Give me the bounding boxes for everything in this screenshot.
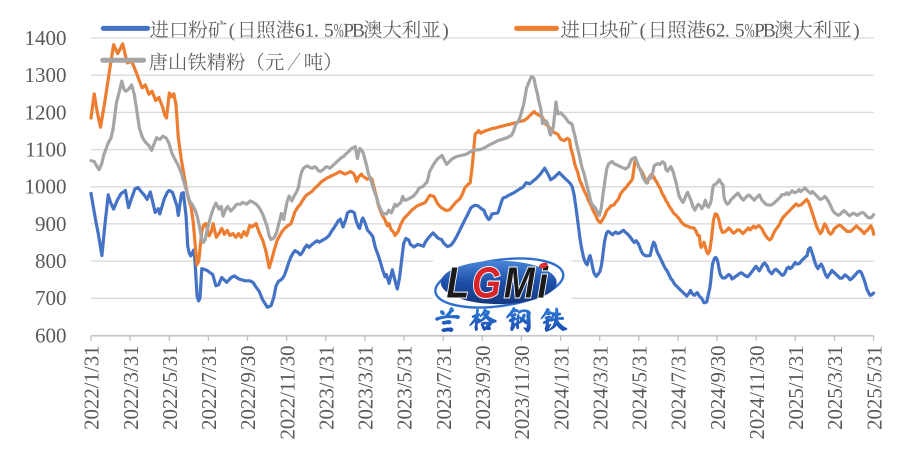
svg-text:1000: 1000 bbox=[25, 175, 67, 199]
svg-text:1400: 1400 bbox=[25, 26, 67, 50]
svg-text:2022/9/30: 2022/9/30 bbox=[237, 346, 260, 430]
svg-text:1100: 1100 bbox=[25, 138, 66, 162]
svg-text:2024/9/30: 2024/9/30 bbox=[707, 346, 730, 430]
svg-text:1300: 1300 bbox=[25, 63, 67, 87]
svg-text:2023/7/31: 2023/7/31 bbox=[433, 346, 456, 430]
svg-text:800: 800 bbox=[35, 249, 67, 273]
svg-text:2025/3/31: 2025/3/31 bbox=[824, 346, 847, 430]
svg-text:2023/5/31: 2023/5/31 bbox=[394, 346, 417, 430]
svg-text:1200: 1200 bbox=[25, 100, 67, 124]
svg-text:2024/1/31: 2024/1/31 bbox=[550, 346, 573, 430]
svg-text:2024/11/30: 2024/11/30 bbox=[746, 346, 769, 440]
svg-text:2022/5/31: 2022/5/31 bbox=[159, 346, 182, 430]
svg-text:LGMi: LGMi bbox=[447, 257, 551, 307]
svg-text:2022/1/31: 2022/1/31 bbox=[81, 346, 104, 430]
svg-text:2023/3/31: 2023/3/31 bbox=[355, 346, 378, 430]
svg-text:2022/7/31: 2022/7/31 bbox=[198, 346, 221, 430]
svg-text:2025/5/31: 2025/5/31 bbox=[863, 346, 886, 430]
svg-text:900: 900 bbox=[35, 212, 67, 236]
svg-text:2022/11/30: 2022/11/30 bbox=[276, 346, 299, 440]
svg-text:2022/3/31: 2022/3/31 bbox=[120, 346, 143, 430]
svg-text:2023/9/30: 2023/9/30 bbox=[472, 346, 495, 430]
svg-text:600: 600 bbox=[35, 323, 67, 347]
svg-text:2024/5/31: 2024/5/31 bbox=[629, 346, 652, 430]
svg-text:2024/7/31: 2024/7/31 bbox=[668, 346, 691, 430]
svg-text:2025/1/31: 2025/1/31 bbox=[785, 346, 808, 430]
svg-text:2023/1/31: 2023/1/31 bbox=[316, 346, 339, 430]
svg-text:2024/3/31: 2024/3/31 bbox=[589, 346, 612, 430]
svg-text:2023/11/30: 2023/11/30 bbox=[511, 346, 534, 440]
svg-text:700: 700 bbox=[35, 286, 67, 310]
